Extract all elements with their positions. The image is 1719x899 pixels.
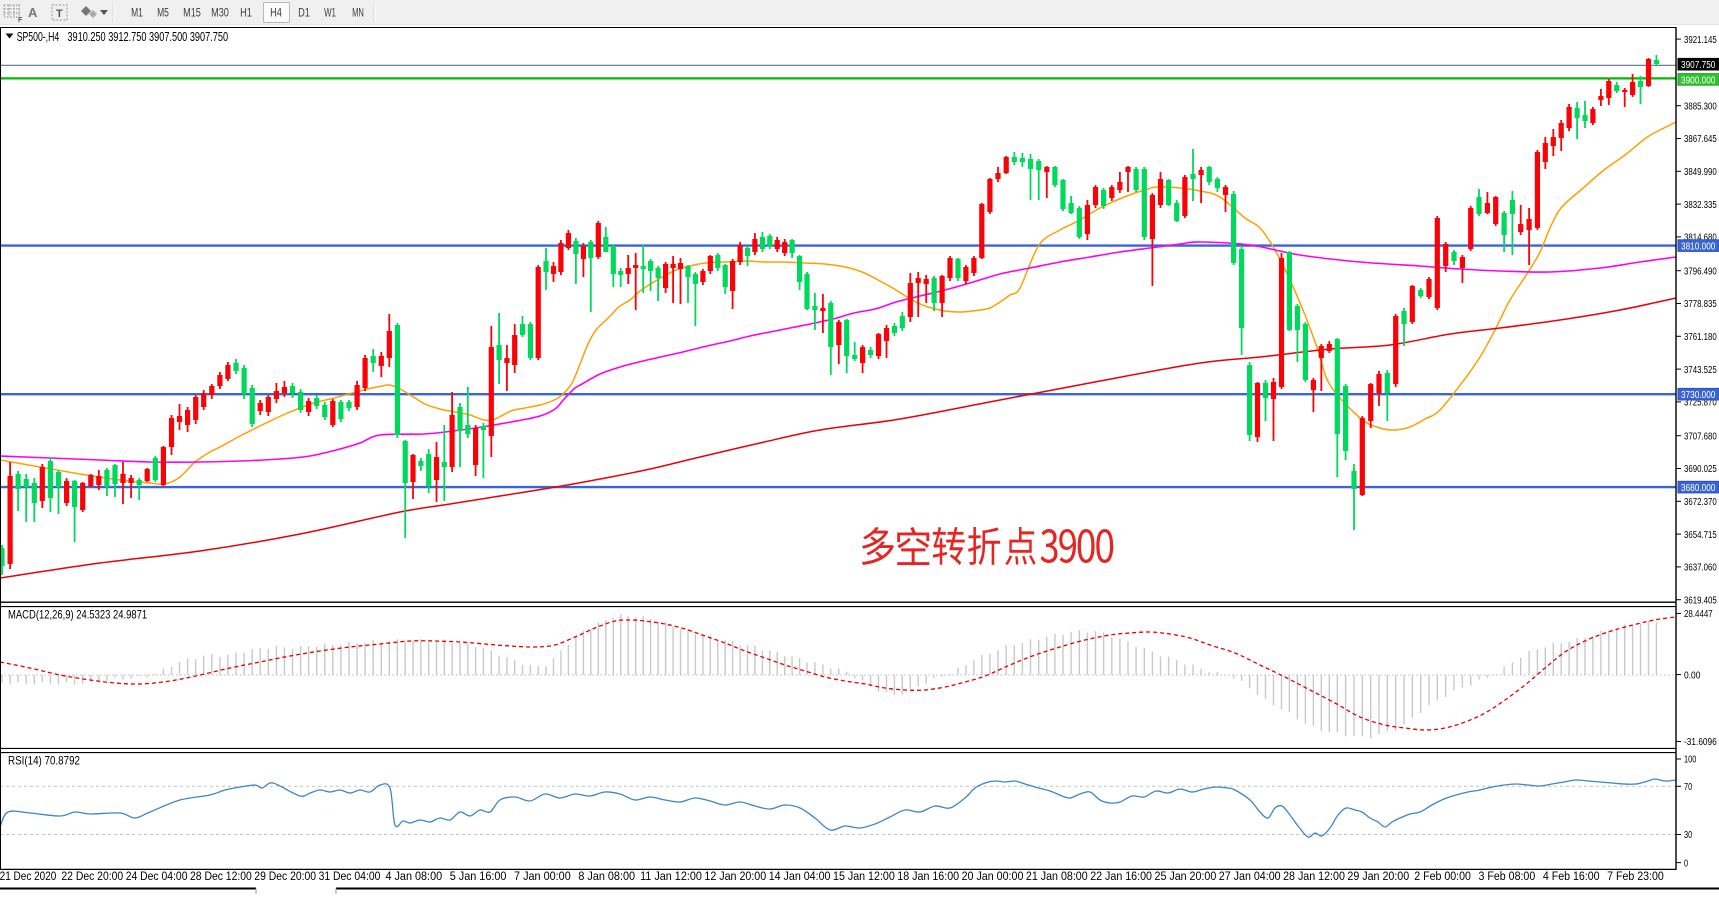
svg-text:2 Feb 00:00: 2 Feb 00:00 — [1414, 869, 1471, 883]
svg-text:21 Jan 08:00: 21 Jan 08:00 — [1026, 869, 1088, 883]
svg-text:30: 30 — [1684, 830, 1693, 841]
svg-text:3900.000: 3900.000 — [1681, 75, 1716, 86]
svg-text:M15: M15 — [183, 6, 201, 20]
svg-text:11 Jan 12:00: 11 Jan 12:00 — [640, 869, 702, 883]
svg-text:M30: M30 — [211, 6, 229, 20]
svg-text:3690.025: 3690.025 — [1684, 464, 1717, 475]
svg-text:3743.525: 3743.525 — [1684, 365, 1717, 376]
svg-text:3637.060: 3637.060 — [1684, 563, 1717, 574]
svg-text:100: 100 — [1684, 755, 1697, 766]
svg-text:3867.645: 3867.645 — [1684, 134, 1717, 145]
svg-text:3907.750: 3907.750 — [1681, 60, 1716, 71]
svg-text:3707.680: 3707.680 — [1684, 431, 1717, 442]
svg-text:3849.990: 3849.990 — [1684, 167, 1717, 178]
svg-text:18 Jan 16:00: 18 Jan 16:00 — [897, 869, 959, 883]
svg-text:W1: W1 — [324, 6, 336, 20]
svg-text:3672.370: 3672.370 — [1684, 497, 1717, 508]
svg-text:3654.715: 3654.715 — [1684, 530, 1717, 541]
svg-text:M1: M1 — [131, 6, 143, 20]
svg-text:H1: H1 — [240, 6, 252, 20]
svg-text:22 Dec 20:00: 22 Dec 20:00 — [61, 869, 123, 883]
svg-text:31 Dec 04:00: 31 Dec 04:00 — [319, 869, 381, 883]
svg-text:5 Jan 16:00: 5 Jan 16:00 — [450, 869, 507, 883]
svg-text:4 Feb 16:00: 4 Feb 16:00 — [1543, 869, 1600, 883]
svg-text:0.00: 0.00 — [1684, 670, 1701, 681]
svg-text:15 Jan 12:00: 15 Jan 12:00 — [833, 869, 895, 883]
svg-text:20 Jan 00:00: 20 Jan 00:00 — [962, 869, 1024, 883]
svg-text:MN: MN — [352, 6, 364, 20]
svg-text:25 Jan 20:00: 25 Jan 20:00 — [1155, 869, 1217, 883]
svg-text:3 Feb 08:00: 3 Feb 08:00 — [1479, 869, 1536, 883]
svg-text:28 Dec 12:00: 28 Dec 12:00 — [190, 869, 252, 883]
svg-text:0: 0 — [1684, 858, 1688, 869]
svg-text:3619.405: 3619.405 — [1684, 595, 1717, 606]
svg-text:3832.335: 3832.335 — [1684, 200, 1717, 211]
svg-text:M5: M5 — [157, 6, 169, 20]
svg-text:12 Jan 20:00: 12 Jan 20:00 — [704, 869, 766, 883]
svg-text:24 Dec 04:00: 24 Dec 04:00 — [126, 869, 188, 883]
svg-text:T: T — [56, 8, 63, 20]
svg-text:3730.000: 3730.000 — [1681, 390, 1716, 401]
svg-text:3885.300: 3885.300 — [1684, 101, 1717, 112]
svg-text:29 Dec 20:00: 29 Dec 20:00 — [254, 869, 316, 883]
svg-text:H4: H4 — [270, 6, 282, 20]
svg-text:7 Feb 23:00: 7 Feb 23:00 — [1607, 869, 1664, 883]
svg-text:A: A — [28, 5, 38, 20]
svg-text:3814.680: 3814.680 — [1684, 233, 1717, 244]
svg-text:14 Jan 04:00: 14 Jan 04:00 — [769, 869, 831, 883]
svg-text:3796.490: 3796.490 — [1684, 266, 1717, 277]
svg-text:3921.145: 3921.145 — [1684, 35, 1717, 46]
svg-text:3810.000: 3810.000 — [1681, 242, 1716, 253]
svg-text:7 Jan 00:00: 7 Jan 00:00 — [514, 869, 571, 883]
svg-text:70: 70 — [1684, 782, 1693, 793]
svg-text:3761.180: 3761.180 — [1684, 332, 1717, 343]
svg-text:22 Jan 16:00: 22 Jan 16:00 — [1090, 869, 1152, 883]
svg-text:F: F — [18, 17, 23, 24]
svg-text:21 Dec 2020: 21 Dec 2020 — [0, 869, 57, 883]
svg-text:4 Jan 08:00: 4 Jan 08:00 — [385, 869, 442, 883]
svg-text:3778.835: 3778.835 — [1684, 299, 1717, 310]
svg-text:27 Jan 04:00: 27 Jan 04:00 — [1219, 869, 1281, 883]
svg-text:-31.6096: -31.6096 — [1684, 737, 1717, 748]
svg-text:8 Jan 08:00: 8 Jan 08:00 — [578, 869, 635, 883]
svg-text:29 Jan 20:00: 29 Jan 20:00 — [1347, 869, 1409, 883]
svg-text:28 Jan 12:00: 28 Jan 12:00 — [1283, 869, 1345, 883]
svg-text:28.4447: 28.4447 — [1684, 609, 1713, 620]
svg-text:MACD(12,26,9) 24.5323 24.9871: MACD(12,26,9) 24.5323 24.9871 — [8, 608, 147, 622]
svg-text:RSI(14) 70.8792: RSI(14) 70.8792 — [8, 754, 80, 768]
svg-text:3725.870: 3725.870 — [1684, 398, 1717, 409]
svg-text:D1: D1 — [298, 6, 310, 20]
svg-text:SP500-,H4: SP500-,H4 — [17, 29, 60, 44]
svg-text:3680.000: 3680.000 — [1681, 483, 1716, 494]
svg-text:3910.250 3912.750 3907.500 390: 3910.250 3912.750 3907.500 3907.750 — [67, 29, 228, 44]
